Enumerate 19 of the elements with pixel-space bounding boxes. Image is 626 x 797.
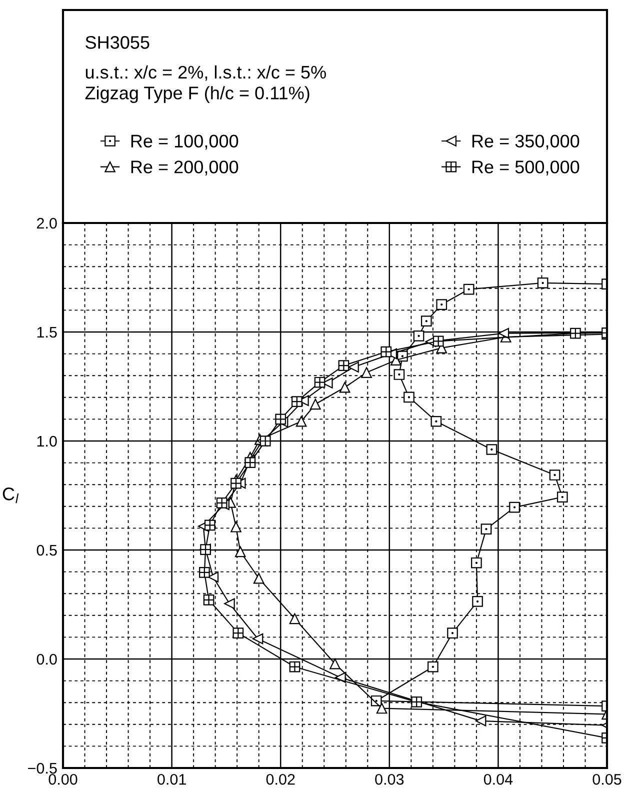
y-tick-label: 0.5 (36, 544, 57, 556)
legend-label: Re = 350,000 (472, 134, 580, 150)
x-tick-label: 0.02 (266, 774, 295, 785)
chart-subtitle: u.s.t.: x/c = 2%, l.s.t.: x/c = 5% Zigzag Type F (h/c = 0.11%) (85, 65, 326, 103)
y-tick-label: 1.5 (37, 327, 57, 338)
y-tick-label: −0.5 (28, 762, 57, 774)
x-tick-label: 0.00 (48, 774, 78, 785)
x-tick-label: 0.05 (592, 774, 622, 785)
chart-title: SH3055 (86, 36, 150, 49)
y-tick-label: 0.0 (36, 654, 57, 665)
x-tick-label: 0.04 (484, 774, 513, 785)
legend-label: Re = 200,000 (131, 160, 238, 176)
legend-label: Re = 500,000 (472, 160, 580, 176)
y-axis-title: C$_{l}$ (2, 488, 19, 504)
y-tick-label: 2.0 (36, 218, 57, 229)
x-tick-label: 0.01 (158, 774, 186, 785)
x-tick-label: 0.03 (375, 774, 404, 785)
y-tick-label: 1.0 (37, 436, 57, 447)
legend-label: Re = 100,000 (131, 134, 238, 150)
